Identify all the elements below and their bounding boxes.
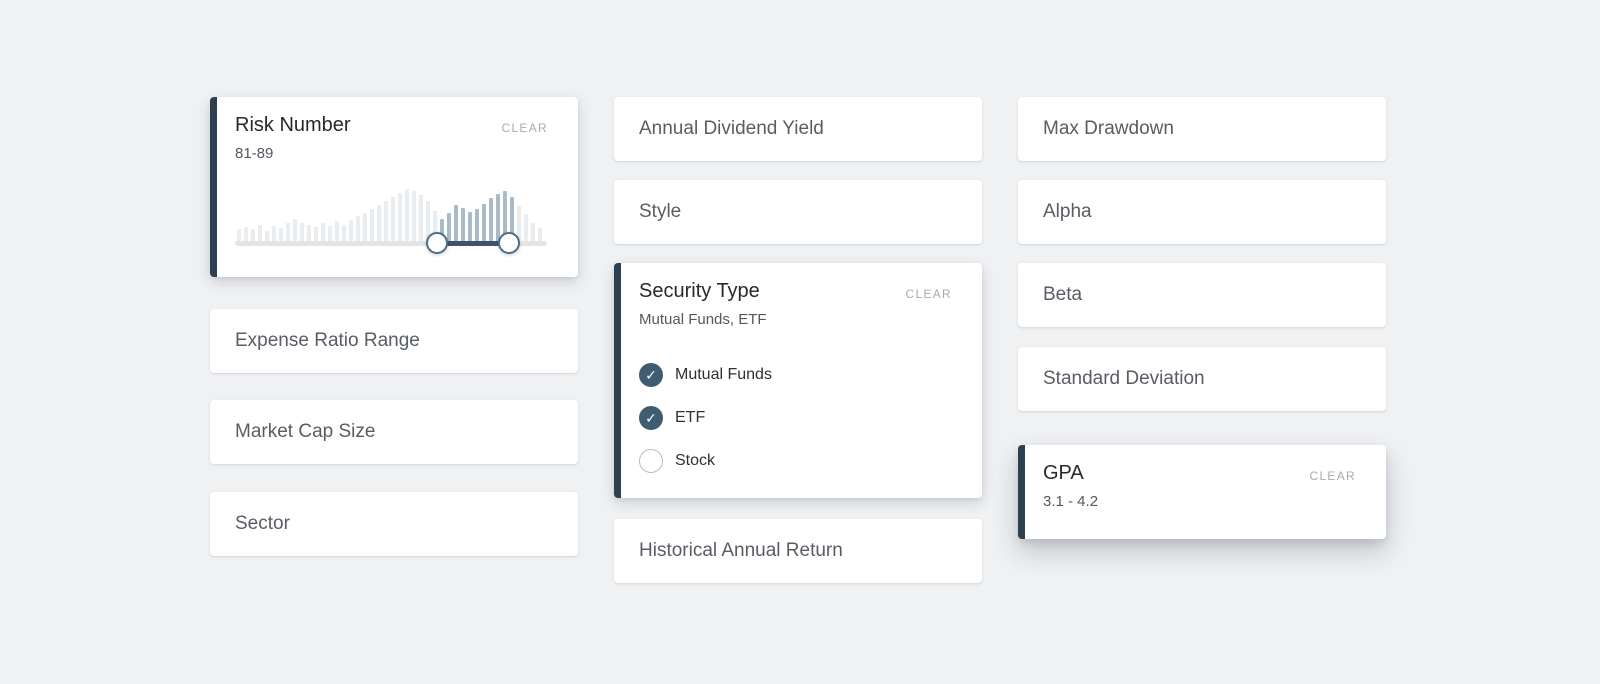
histogram-bar [293,219,297,241]
slider-selected-track [437,241,509,246]
histogram-bar [531,223,535,241]
histogram-bar [461,208,465,241]
histogram-bar [258,225,262,241]
slider-handle-left[interactable] [426,232,448,254]
filter-title: Security Type [639,280,760,302]
filter-card-expense-ratio-range[interactable]: Expense Ratio Range [210,309,578,373]
selected-range-value: 81-89 [235,145,274,162]
clear-button[interactable]: CLEAR [1309,469,1356,483]
histogram-bar [300,223,304,241]
histogram-bar [286,223,290,241]
filter-card-alpha[interactable]: Alpha [1018,180,1386,244]
histogram-bar [370,209,374,241]
clear-button[interactable]: CLEAR [501,121,548,135]
filter-title: Style [639,201,682,222]
filter-title: Expense Ratio Range [235,330,420,351]
histogram-bar [279,228,283,241]
histogram-bar [447,213,451,241]
risk-histogram [237,189,542,241]
option-label: ETF [675,408,706,426]
histogram-bar [272,226,276,241]
security-type-options: ✓ Mutual Funds ✓ ETF ✓ Stock [639,353,962,482]
histogram-bar [440,219,444,241]
histogram-bar [503,191,507,241]
filter-card-max-drawdown[interactable]: Max Drawdown [1018,97,1386,161]
filter-card-standard-deviation[interactable]: Standard Deviation [1018,347,1386,411]
histogram-bar [398,193,402,241]
histogram-bar [517,206,521,241]
filter-card-security-type[interactable]: Security Type CLEAR Mutual Funds, ETF ✓ … [614,263,982,498]
histogram-bar [496,194,500,241]
histogram-bar [454,205,458,241]
histogram-bar [335,221,339,241]
filter-title: Standard Deviation [1043,368,1205,389]
clear-button[interactable]: CLEAR [905,287,952,301]
histogram-bar [468,212,472,241]
check-icon: ✓ [645,409,657,426]
histogram-bar [328,226,332,241]
histogram-bar [475,209,479,241]
option-label: Stock [675,451,716,469]
filter-title: Sector [235,513,290,534]
filter-title: Market Cap Size [235,421,376,442]
histogram-bar [244,227,248,241]
slider-track[interactable] [235,241,547,246]
security-type-option[interactable]: ✓ Stock [639,439,962,482]
option-label: Mutual Funds [675,365,772,383]
checkbox-etf[interactable]: ✓ [639,405,663,430]
filter-title: Annual Dividend Yield [639,118,824,139]
filter-title: GPA [1043,462,1084,484]
histogram-bar [524,214,528,241]
histogram-bar [510,197,514,241]
filter-card-beta[interactable]: Beta [1018,263,1386,327]
histogram-bar [405,189,409,241]
histogram-bar [314,227,318,241]
histogram-bar [384,201,388,241]
filter-title: Max Drawdown [1043,118,1174,139]
checkbox-stock[interactable]: ✓ [639,448,663,473]
histogram-bar [419,195,423,241]
histogram-bar [251,229,255,241]
filter-title: Alpha [1043,201,1092,222]
histogram-bar [363,213,367,241]
histogram-bar [342,225,346,241]
histogram-bar [391,197,395,241]
histogram-bar [377,205,381,241]
filter-card-risk-number[interactable]: Risk Number CLEAR 81-89 [210,97,578,277]
histogram-bar [307,225,311,241]
histogram-bar [237,229,241,241]
histogram-bar [349,220,353,241]
filter-card-market-cap-size[interactable]: Market Cap Size [210,400,578,464]
checkbox-mutual-funds[interactable]: ✓ [639,362,663,387]
check-icon: ✓ [645,366,657,383]
histogram-bar [482,204,486,241]
histogram-bar [321,223,325,241]
security-type-option[interactable]: ✓ ETF [639,396,962,439]
filter-title: Beta [1043,284,1083,305]
filter-card-annual-dividend-yield[interactable]: Annual Dividend Yield [614,97,982,161]
histogram-bar [356,216,360,241]
histogram-bar [433,211,437,241]
filter-card-gpa[interactable]: GPA CLEAR 3.1 - 4.2 [1018,445,1386,539]
histogram-bar [412,191,416,241]
security-type-option[interactable]: ✓ Mutual Funds [639,353,962,396]
selected-range-value: 3.1 - 4.2 [1043,493,1099,510]
filter-card-historical-annual-return[interactable]: Historical Annual Return [614,519,982,583]
histogram-bar [489,198,493,241]
filter-title: Historical Annual Return [639,540,843,561]
histogram-bar [265,231,269,241]
histogram-bar [538,228,542,241]
filter-card-sector[interactable]: Sector [210,492,578,556]
filter-card-style[interactable]: Style [614,180,982,244]
selected-summary: Mutual Funds, ETF [639,311,767,328]
histogram-bar [426,201,430,241]
slider-handle-right[interactable] [498,232,520,254]
filter-title: Risk Number [235,114,351,136]
